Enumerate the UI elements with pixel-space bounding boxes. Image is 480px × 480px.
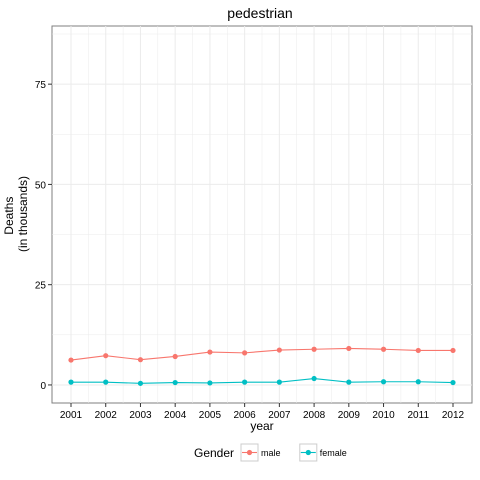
data-point-female bbox=[207, 380, 213, 386]
x-tick-label: 2005 bbox=[199, 410, 222, 421]
legend: Gender male female bbox=[194, 443, 347, 462]
y-axis-label: Deaths (in thousands) bbox=[2, 176, 30, 252]
data-point-female bbox=[415, 379, 421, 385]
y-tick-label: 25 bbox=[35, 281, 47, 292]
data-point-female bbox=[68, 379, 74, 385]
x-axis-label: year bbox=[250, 419, 273, 433]
data-point-male bbox=[172, 353, 178, 360]
legend-label-female: female bbox=[320, 448, 347, 458]
x-tick-label: 2012 bbox=[442, 410, 465, 421]
data-point-male bbox=[346, 345, 352, 352]
y-axis-label-line-1: Deaths bbox=[2, 197, 16, 235]
data-point-male bbox=[103, 353, 109, 359]
x-tick-label: 2003 bbox=[129, 410, 152, 421]
data-point-male bbox=[207, 349, 213, 355]
data-point-male bbox=[137, 357, 144, 363]
series-line-female bbox=[71, 377, 454, 384]
data-point-male bbox=[450, 347, 456, 354]
data-point-female bbox=[311, 375, 317, 382]
chart-title: pedestrian bbox=[227, 5, 292, 21]
x-tick-label: 2010 bbox=[372, 410, 395, 421]
y-tick-label: 50 bbox=[35, 180, 47, 191]
data-point-female bbox=[103, 379, 109, 385]
y-tick-label: 75 bbox=[35, 80, 47, 91]
grid bbox=[52, 26, 472, 403]
x-tick-label: 2008 bbox=[303, 410, 326, 421]
data-point-female bbox=[380, 379, 387, 385]
data-point-female bbox=[242, 379, 248, 385]
x-tick-label: 2006 bbox=[234, 410, 257, 421]
data-point-female bbox=[137, 380, 144, 386]
data-point-male bbox=[380, 346, 387, 352]
x-tick-label: 2009 bbox=[338, 410, 361, 421]
x-tick-label: 2002 bbox=[95, 410, 118, 421]
y-axis: 0 25 50 75 bbox=[35, 80, 52, 392]
x-tick-label: 2007 bbox=[268, 410, 291, 421]
x-tick-label: 2011 bbox=[408, 410, 430, 421]
legend-marker-female bbox=[305, 449, 311, 456]
data-point-male bbox=[242, 350, 248, 356]
data-point-female bbox=[276, 379, 282, 385]
series-layer bbox=[68, 345, 456, 386]
legend-title: Gender bbox=[194, 446, 234, 460]
x-tick-label: 2004 bbox=[164, 410, 187, 421]
legend-label-male: male bbox=[261, 448, 281, 458]
data-point-male bbox=[68, 357, 74, 363]
y-axis-label-line-2: (in thousands) bbox=[16, 176, 30, 252]
data-point-female bbox=[346, 379, 352, 385]
data-point-female bbox=[450, 379, 456, 386]
x-axis: 2001 2002 2003 2004 2005 2006 2007 2008 2009 2010… bbox=[60, 403, 465, 421]
y-tick-label: 0 bbox=[40, 381, 46, 392]
data-point-male bbox=[415, 347, 421, 354]
data-point-male bbox=[276, 347, 282, 353]
series-line-male bbox=[70, 347, 453, 361]
x-tick-label: 2001 bbox=[60, 410, 83, 421]
data-point-female bbox=[172, 379, 178, 386]
legend-marker-male bbox=[246, 449, 253, 456]
data-point-male bbox=[311, 346, 317, 352]
